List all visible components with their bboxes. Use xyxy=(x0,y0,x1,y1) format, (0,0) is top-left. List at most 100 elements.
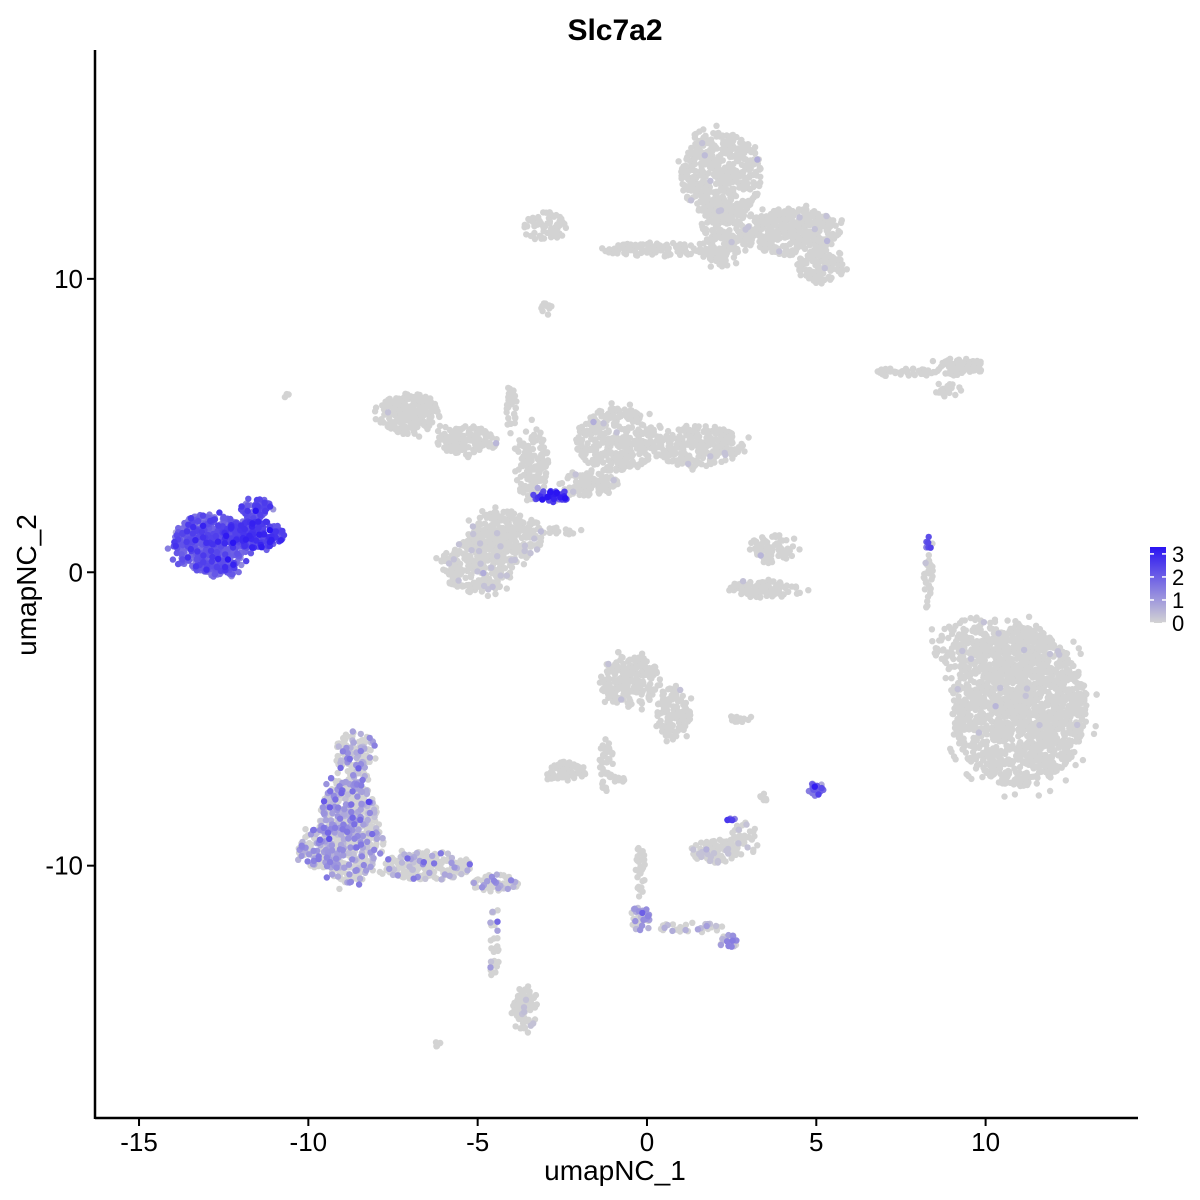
data-point xyxy=(669,458,676,465)
data-point xyxy=(622,457,629,465)
data-point xyxy=(721,439,729,446)
data-point xyxy=(685,186,692,193)
data-point xyxy=(825,226,832,233)
data-point xyxy=(954,644,961,651)
data-point xyxy=(526,520,534,527)
data-point xyxy=(1071,748,1078,756)
data-point xyxy=(952,663,959,670)
data-point xyxy=(675,248,682,255)
data-point xyxy=(1075,645,1083,652)
data-point xyxy=(991,665,998,672)
data-point xyxy=(394,428,401,435)
data-point xyxy=(1036,647,1043,654)
data-point xyxy=(1068,673,1075,681)
data-point xyxy=(410,421,418,429)
data-point xyxy=(681,241,688,248)
data-point xyxy=(1007,743,1014,750)
data-point xyxy=(843,266,850,273)
data-point xyxy=(1025,700,1033,707)
data-point xyxy=(653,453,660,460)
data-point xyxy=(466,430,474,437)
data-point xyxy=(993,743,1000,751)
data-point xyxy=(973,638,981,645)
data-point xyxy=(473,445,480,452)
data-point xyxy=(519,519,526,526)
data-point xyxy=(972,696,979,703)
data-point xyxy=(509,543,516,550)
data-point xyxy=(716,158,724,165)
data-point xyxy=(744,232,751,240)
data-point xyxy=(505,384,512,392)
data-point xyxy=(1023,678,1031,686)
data-point xyxy=(1048,754,1056,761)
data-point xyxy=(1051,719,1058,727)
data-point xyxy=(977,663,984,671)
data-point xyxy=(633,252,640,259)
data-point xyxy=(1028,629,1036,636)
data-point xyxy=(972,724,979,731)
data-point xyxy=(1070,638,1077,645)
data-point xyxy=(989,730,996,738)
data-point xyxy=(433,555,440,562)
data-point xyxy=(442,423,449,431)
data-point xyxy=(1045,667,1052,674)
data-point xyxy=(1001,793,1008,800)
data-point xyxy=(511,410,518,417)
data-point xyxy=(1046,770,1054,777)
data-point xyxy=(832,222,839,229)
data-point xyxy=(958,617,966,624)
data-point xyxy=(959,710,966,717)
data-point xyxy=(986,639,994,646)
data-point xyxy=(692,130,699,138)
data-point xyxy=(1029,711,1037,719)
data-point xyxy=(974,653,982,661)
data-point xyxy=(759,206,766,213)
data-point xyxy=(612,450,620,457)
data-point xyxy=(539,307,546,315)
data-point xyxy=(534,455,541,462)
data-point xyxy=(741,174,748,181)
data-point xyxy=(965,664,973,671)
data-point xyxy=(531,229,538,237)
data-point xyxy=(524,223,531,230)
data-point xyxy=(1075,671,1082,678)
data-point xyxy=(451,549,458,556)
data-point xyxy=(602,247,609,255)
data-point xyxy=(1042,751,1049,759)
data-point xyxy=(911,371,918,379)
data-point xyxy=(656,422,663,429)
data-point xyxy=(1014,677,1021,684)
data-point xyxy=(983,632,990,640)
data-point xyxy=(938,632,945,639)
data-point xyxy=(952,756,959,763)
data-point xyxy=(878,366,885,373)
data-point xyxy=(838,271,845,278)
data-point xyxy=(536,433,543,441)
data-point xyxy=(973,687,980,694)
data-point xyxy=(736,234,743,241)
data-point xyxy=(794,261,801,268)
data-point xyxy=(588,435,595,443)
data-point xyxy=(742,143,750,151)
data-point xyxy=(607,467,614,474)
data-point xyxy=(727,165,734,172)
data-point xyxy=(463,552,470,559)
data-point xyxy=(1004,617,1011,624)
data-point xyxy=(443,435,450,442)
data-point xyxy=(437,435,444,442)
data-point xyxy=(398,415,405,422)
data-point xyxy=(1011,791,1019,798)
data-point xyxy=(1061,720,1069,727)
data-point xyxy=(1021,706,1029,713)
data-point xyxy=(1042,729,1050,736)
data-point xyxy=(991,737,998,744)
data-point xyxy=(818,221,826,228)
data-point xyxy=(1050,676,1057,684)
data-point xyxy=(1001,646,1008,653)
data-point xyxy=(635,426,642,433)
data-point xyxy=(977,711,984,718)
data-point xyxy=(593,439,600,447)
data-point xyxy=(400,402,408,409)
data-point xyxy=(546,220,553,227)
data-point xyxy=(704,427,711,434)
